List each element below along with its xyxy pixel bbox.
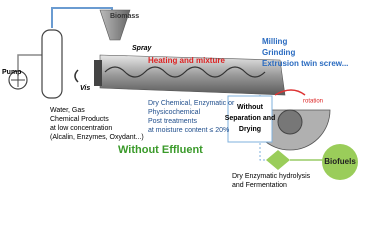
treatment-label: at moisture content ≤ 20% [148, 127, 229, 134]
spray-label: Spray [132, 45, 153, 52]
treatment-label: Dry Chemical, Enzymatic or [148, 100, 235, 107]
gas-cylinder [41, 29, 63, 99]
mill-rotor [277, 109, 303, 135]
biofuels-label: Biofuels [324, 157, 356, 166]
milling-label: Milling [262, 37, 287, 46]
diamond [266, 150, 290, 170]
separation-label: Drying [239, 126, 261, 133]
screw [104, 66, 266, 78]
hydrolysis-label: Dry Enzymatic hydrolysis [232, 173, 311, 180]
inputs-label: (Alcalin, Enzymes, Oxydant...) [50, 134, 144, 141]
hopper [99, 9, 131, 41]
biomass-label: Biomass [110, 13, 139, 20]
motor [94, 60, 102, 86]
milling-label: Extrusion twin screw... [262, 59, 348, 68]
treatment-label: Physicochemical [148, 109, 201, 116]
heating-label: Heating and mixture [148, 56, 225, 65]
pump-pipe [17, 54, 45, 70]
separation-box [227, 95, 273, 143]
vis-label: Vis [80, 85, 90, 92]
hydrolysis-label: and Fermentation [232, 182, 287, 189]
inputs-label: at low concentration [50, 125, 112, 132]
inputs-label: Chemical Products [50, 116, 109, 123]
biofuels-circle [322, 144, 358, 180]
diagram: Pump Biomass Spray Heating and mixture M… [2, 7, 358, 189]
milling-label: Grinding [262, 48, 295, 57]
effluent-label: Without Effluent [118, 144, 203, 156]
rotation-arrow [274, 89, 306, 96]
pump-cross [11, 73, 25, 87]
vis-arrow [74, 69, 79, 83]
separation-label: Separation and [225, 115, 276, 122]
inputs-label: Water, Gas [50, 107, 85, 114]
separation-label: Without [237, 104, 264, 111]
rotation-label: rotation [303, 99, 323, 105]
pump-label: Pump [2, 69, 21, 76]
treatment-label: Post treatments [148, 118, 198, 125]
